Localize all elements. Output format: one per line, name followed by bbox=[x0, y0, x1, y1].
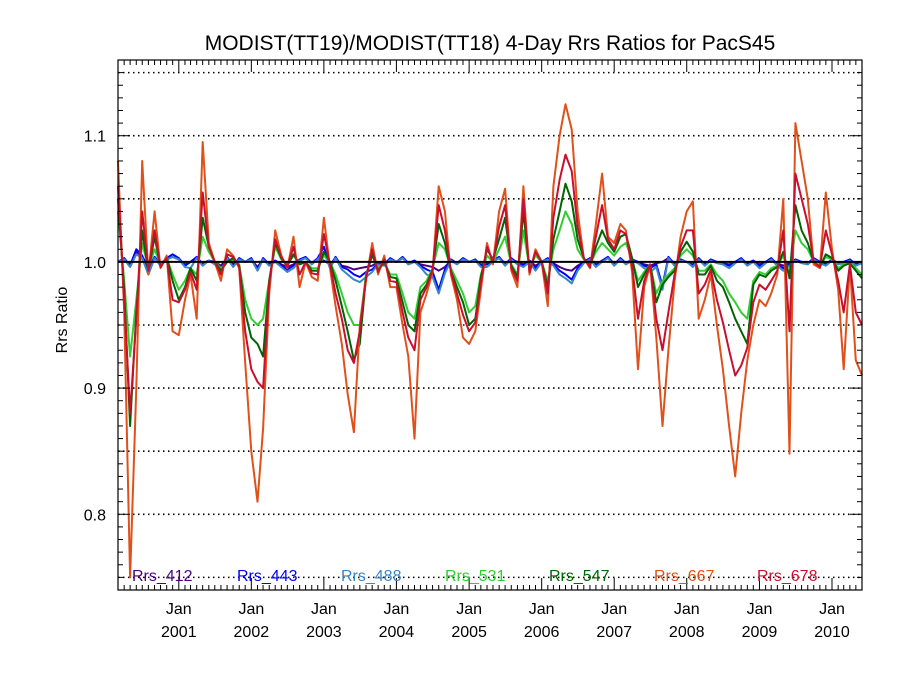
legend: Rrs_412 Rrs_443 Rrs_488 Rrs_531 Rrs_547 Rrs_6… bbox=[132, 568, 818, 585]
x-tick-year: 2006 bbox=[524, 624, 560, 641]
x-tick-month: Jan bbox=[601, 601, 627, 618]
x-tick-year: 2008 bbox=[669, 624, 705, 641]
x-tick-month: Jan bbox=[674, 601, 700, 618]
x-tick-year: 2009 bbox=[742, 624, 778, 641]
x-tick-year: 2004 bbox=[379, 624, 415, 641]
y-tick-label: 0.9 bbox=[84, 381, 106, 398]
x-tick-year: 2002 bbox=[234, 624, 270, 641]
legend-item-rrs-412: Rrs_412 bbox=[132, 568, 193, 585]
x-tick-month: Jan bbox=[456, 601, 482, 618]
x-tick-month: Jan bbox=[384, 601, 410, 618]
x-tick-year: 2003 bbox=[306, 624, 342, 641]
series-line-rrs-547 bbox=[117, 182, 863, 427]
x-tick-month: Jan bbox=[819, 601, 845, 618]
series-line-rrs-667 bbox=[117, 103, 863, 579]
x-tick-month: Jan bbox=[311, 601, 337, 618]
x-axis-ticks: Jan 2001 Jan 2002 Jan 2003 Jan 2004 Jan 2005 Jan 20… bbox=[161, 601, 850, 641]
legend-item-rrs-488: Rrs_488 bbox=[341, 568, 402, 585]
x-tick-year: 2010 bbox=[814, 624, 850, 641]
legend-item-rrs-667: Rrs_667 bbox=[654, 568, 715, 585]
y-axis-label: Rrs Ratio bbox=[54, 287, 71, 354]
plot-frame bbox=[117, 59, 863, 591]
legend-item-rrs-547: Rrs_547 bbox=[549, 568, 610, 585]
series-lines bbox=[117, 103, 863, 579]
x-tick-month: Jan bbox=[166, 601, 192, 618]
y-axis-ticks: 0.8 0.9 1.0 1.1 bbox=[84, 129, 106, 525]
chart-title: MODIST(TT19)/MODIST(TT18) 4-Day Rrs Rati… bbox=[205, 32, 776, 55]
series-line-rrs-678 bbox=[117, 153, 863, 415]
y-tick-label: 1.1 bbox=[84, 129, 106, 146]
legend-item-rrs-678: Rrs_678 bbox=[757, 568, 818, 585]
x-tick-month: Jan bbox=[238, 601, 264, 618]
y-tick-label: 0.8 bbox=[84, 507, 106, 524]
y-tick-label: 1.0 bbox=[84, 255, 106, 272]
x-tick-month: Jan bbox=[747, 601, 773, 618]
legend-item-rrs-443: Rrs_443 bbox=[237, 568, 298, 585]
x-tick-year: 2005 bbox=[451, 624, 487, 641]
x-tick-month: Jan bbox=[529, 601, 555, 618]
legend-item-rrs-531: Rrs_531 bbox=[445, 568, 506, 585]
series-line-rrs-531 bbox=[117, 210, 863, 358]
x-tick-year: 2007 bbox=[596, 624, 632, 641]
x-tick-year: 2001 bbox=[161, 624, 197, 641]
